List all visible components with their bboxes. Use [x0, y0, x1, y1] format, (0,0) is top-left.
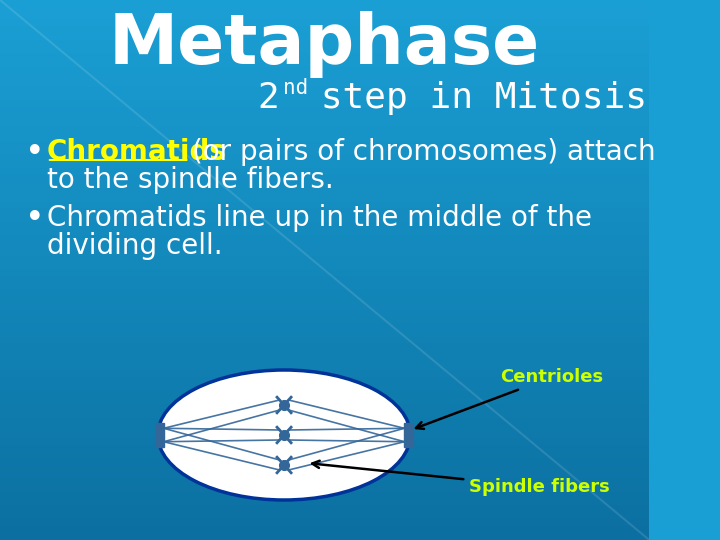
- Bar: [0, 465, 649, 472]
- Bar: [0, 364, 649, 372]
- Bar: [0, 291, 649, 297]
- Bar: [0, 222, 649, 230]
- Bar: [0, 195, 649, 202]
- Text: (or pairs of chromosomes) attach: (or pairs of chromosomes) attach: [192, 138, 656, 166]
- Bar: [0, 135, 649, 141]
- Bar: [0, 284, 649, 291]
- Bar: [0, 297, 649, 303]
- Bar: [0, 384, 649, 391]
- Bar: [0, 162, 649, 168]
- Bar: [0, 202, 649, 209]
- Bar: [0, 324, 649, 330]
- Bar: [0, 357, 649, 364]
- Text: nd: nd: [283, 78, 308, 98]
- Bar: [0, 183, 649, 189]
- Bar: [0, 392, 649, 399]
- Text: Chromatids line up in the middle of the: Chromatids line up in the middle of the: [47, 204, 592, 232]
- Bar: [0, 237, 649, 243]
- Bar: [0, 270, 649, 276]
- Bar: [0, 276, 649, 284]
- Text: dividing cell.: dividing cell.: [47, 232, 222, 260]
- Text: Spindle fibers: Spindle fibers: [312, 461, 610, 496]
- Bar: [0, 486, 649, 492]
- Bar: [0, 438, 649, 445]
- Bar: [0, 115, 649, 122]
- Bar: [0, 492, 649, 500]
- Bar: [0, 317, 649, 324]
- Text: 2: 2: [258, 81, 279, 115]
- Bar: [0, 216, 649, 222]
- Bar: [0, 338, 649, 345]
- Text: Chromatids: Chromatids: [47, 138, 227, 166]
- Bar: [0, 519, 649, 526]
- Text: to the spindle fibers.: to the spindle fibers.: [47, 166, 333, 194]
- Ellipse shape: [158, 370, 410, 500]
- Text: •: •: [25, 201, 45, 234]
- Bar: [0, 230, 649, 237]
- Bar: [0, 330, 649, 338]
- Bar: [405, 423, 413, 447]
- Bar: [0, 513, 649, 519]
- Bar: [0, 20, 649, 27]
- Bar: [0, 411, 649, 418]
- Bar: [0, 534, 649, 540]
- Bar: [0, 507, 649, 513]
- Bar: [0, 14, 649, 20]
- Bar: [0, 40, 649, 47]
- Bar: [0, 526, 649, 534]
- Bar: [0, 0, 649, 6]
- Bar: [0, 6, 649, 14]
- Bar: [0, 81, 649, 87]
- Bar: [0, 378, 649, 384]
- Bar: [0, 148, 649, 156]
- Text: Metaphase: Metaphase: [109, 11, 540, 78]
- Bar: [0, 68, 649, 74]
- Bar: [0, 310, 649, 317]
- Bar: [0, 432, 649, 438]
- Bar: [0, 243, 649, 249]
- Bar: [0, 168, 649, 176]
- Bar: [0, 122, 649, 128]
- Bar: [0, 500, 649, 507]
- Bar: [0, 446, 649, 453]
- Bar: [0, 263, 649, 270]
- Bar: [0, 94, 649, 102]
- Bar: [0, 33, 649, 40]
- Bar: [156, 423, 163, 447]
- Bar: [0, 209, 649, 216]
- Bar: [0, 189, 649, 195]
- Bar: [0, 176, 649, 183]
- Text: Centrioles: Centrioles: [416, 368, 603, 429]
- Bar: [0, 60, 649, 68]
- Bar: [0, 256, 649, 263]
- Bar: [0, 351, 649, 357]
- Bar: [0, 399, 649, 405]
- Text: step in Mitosis: step in Mitosis: [300, 81, 647, 115]
- Bar: [0, 372, 649, 378]
- Bar: [0, 47, 649, 54]
- Bar: [0, 74, 649, 81]
- Bar: [0, 128, 649, 135]
- Bar: [0, 249, 649, 256]
- Bar: [0, 303, 649, 310]
- Bar: [0, 418, 649, 426]
- Bar: [0, 472, 649, 480]
- Bar: [0, 345, 649, 351]
- Text: •: •: [25, 136, 45, 168]
- Bar: [0, 27, 649, 33]
- Bar: [0, 102, 649, 108]
- Bar: [0, 54, 649, 60]
- Bar: [0, 453, 649, 459]
- Bar: [0, 459, 649, 465]
- Bar: [0, 426, 649, 432]
- Bar: [0, 108, 649, 115]
- Bar: [0, 141, 649, 149]
- Bar: [0, 480, 649, 486]
- Bar: [0, 156, 649, 162]
- Bar: [0, 87, 649, 94]
- Bar: [0, 405, 649, 411]
